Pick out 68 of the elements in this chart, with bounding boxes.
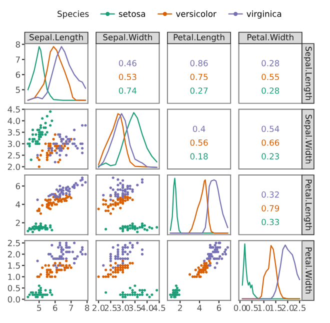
legend-title: Species (58, 10, 89, 19)
x-tick-label: 6 (53, 304, 58, 312)
x-tick-label: 2.0 (282, 304, 294, 312)
x-tick-label: 2.5 (294, 304, 306, 312)
text: Petal.Length (304, 180, 312, 230)
text: 0.46 (118, 60, 136, 66)
y-tick-label: 3.0 (8, 140, 20, 148)
text: 0.86 (190, 60, 208, 66)
y-tick-label: 4.0 (8, 118, 20, 124)
text: 0.27 (190, 87, 208, 94)
x-tick-label: 6 (216, 304, 222, 312)
text: 0.74 (118, 87, 136, 94)
x-tick-label: 3.0 (116, 304, 129, 312)
y-tick-label: 6 (16, 72, 20, 78)
x-tick-label: 8 (85, 304, 90, 312)
y2-axis-title: Petal.Width (306, 248, 312, 294)
chart-title: Sepal.Length (30, 34, 83, 42)
x-tick-label: 5 (37, 304, 42, 312)
x-tick-label: 0.5 (246, 304, 258, 312)
legend-label: virginica (246, 10, 282, 19)
text: 0.75 (190, 74, 208, 80)
y-tick-label: 2.5 (8, 240, 20, 246)
text: 0.32 (262, 191, 279, 198)
y-tick-label: 5 (16, 86, 20, 93)
x-tick-label: 2.0 (92, 304, 105, 312)
y-tick-label: 0.5 (8, 284, 20, 292)
legend-label: versicolor (176, 10, 216, 17)
text: 0.54 (262, 126, 280, 132)
x-tick-label: 3.5 (128, 304, 141, 312)
y-tick-label: 4.5 (8, 106, 20, 113)
y-tick-label: 2 (16, 220, 20, 226)
text: Sepal.Length (304, 46, 312, 100)
x-tick-label: 4.0 (140, 304, 154, 312)
text: 0.4 (192, 126, 206, 132)
y-tick-label: 2.5 (8, 152, 20, 159)
text: 0.56 (190, 139, 208, 146)
y-tick-label: 2.0 (8, 164, 20, 170)
y-tick-label: 6 (16, 182, 20, 190)
x-tick-label: 4 (197, 304, 202, 311)
y-tick-label: 0.0 (8, 296, 20, 303)
y-tick-label: 1.5 (8, 262, 20, 269)
y-tick-label: 8 (16, 41, 20, 48)
x-tick-label: 2.5 (104, 304, 117, 312)
text: 0.23 (262, 153, 279, 160)
text: 0.18 (190, 153, 208, 160)
text: 0.55 (262, 74, 279, 80)
x-tick-label: 0.0 (234, 304, 246, 312)
x-tick-label: 7 (69, 304, 74, 311)
text: Sepal.Width (103, 34, 152, 42)
legend-label: setosa (118, 10, 145, 17)
text: 0.66 (262, 139, 280, 146)
y-tick-label: 2.0 (8, 251, 20, 258)
text: 0.28 (262, 87, 280, 94)
y-tick-label: 7 (16, 56, 20, 63)
text: Sepal.Width (304, 114, 312, 164)
x-tick-label: 4.5 (153, 304, 166, 312)
x-tick-label: 1.0 (258, 304, 270, 312)
y-tick-label: 1.0 (8, 274, 20, 280)
y-tick-label: 4 (16, 201, 20, 208)
y-tick-label: 3.5 (8, 129, 20, 136)
text: 0.79 (262, 205, 280, 212)
text: 0.28 (262, 60, 280, 66)
text: Petal.Length (174, 34, 224, 42)
text: Petal.Width (248, 34, 294, 40)
x-tick-label: 2 (178, 304, 182, 311)
text: 0.33 (262, 218, 279, 226)
text: 0.53 (118, 74, 136, 80)
x-tick-label: 1.5 (270, 304, 282, 312)
